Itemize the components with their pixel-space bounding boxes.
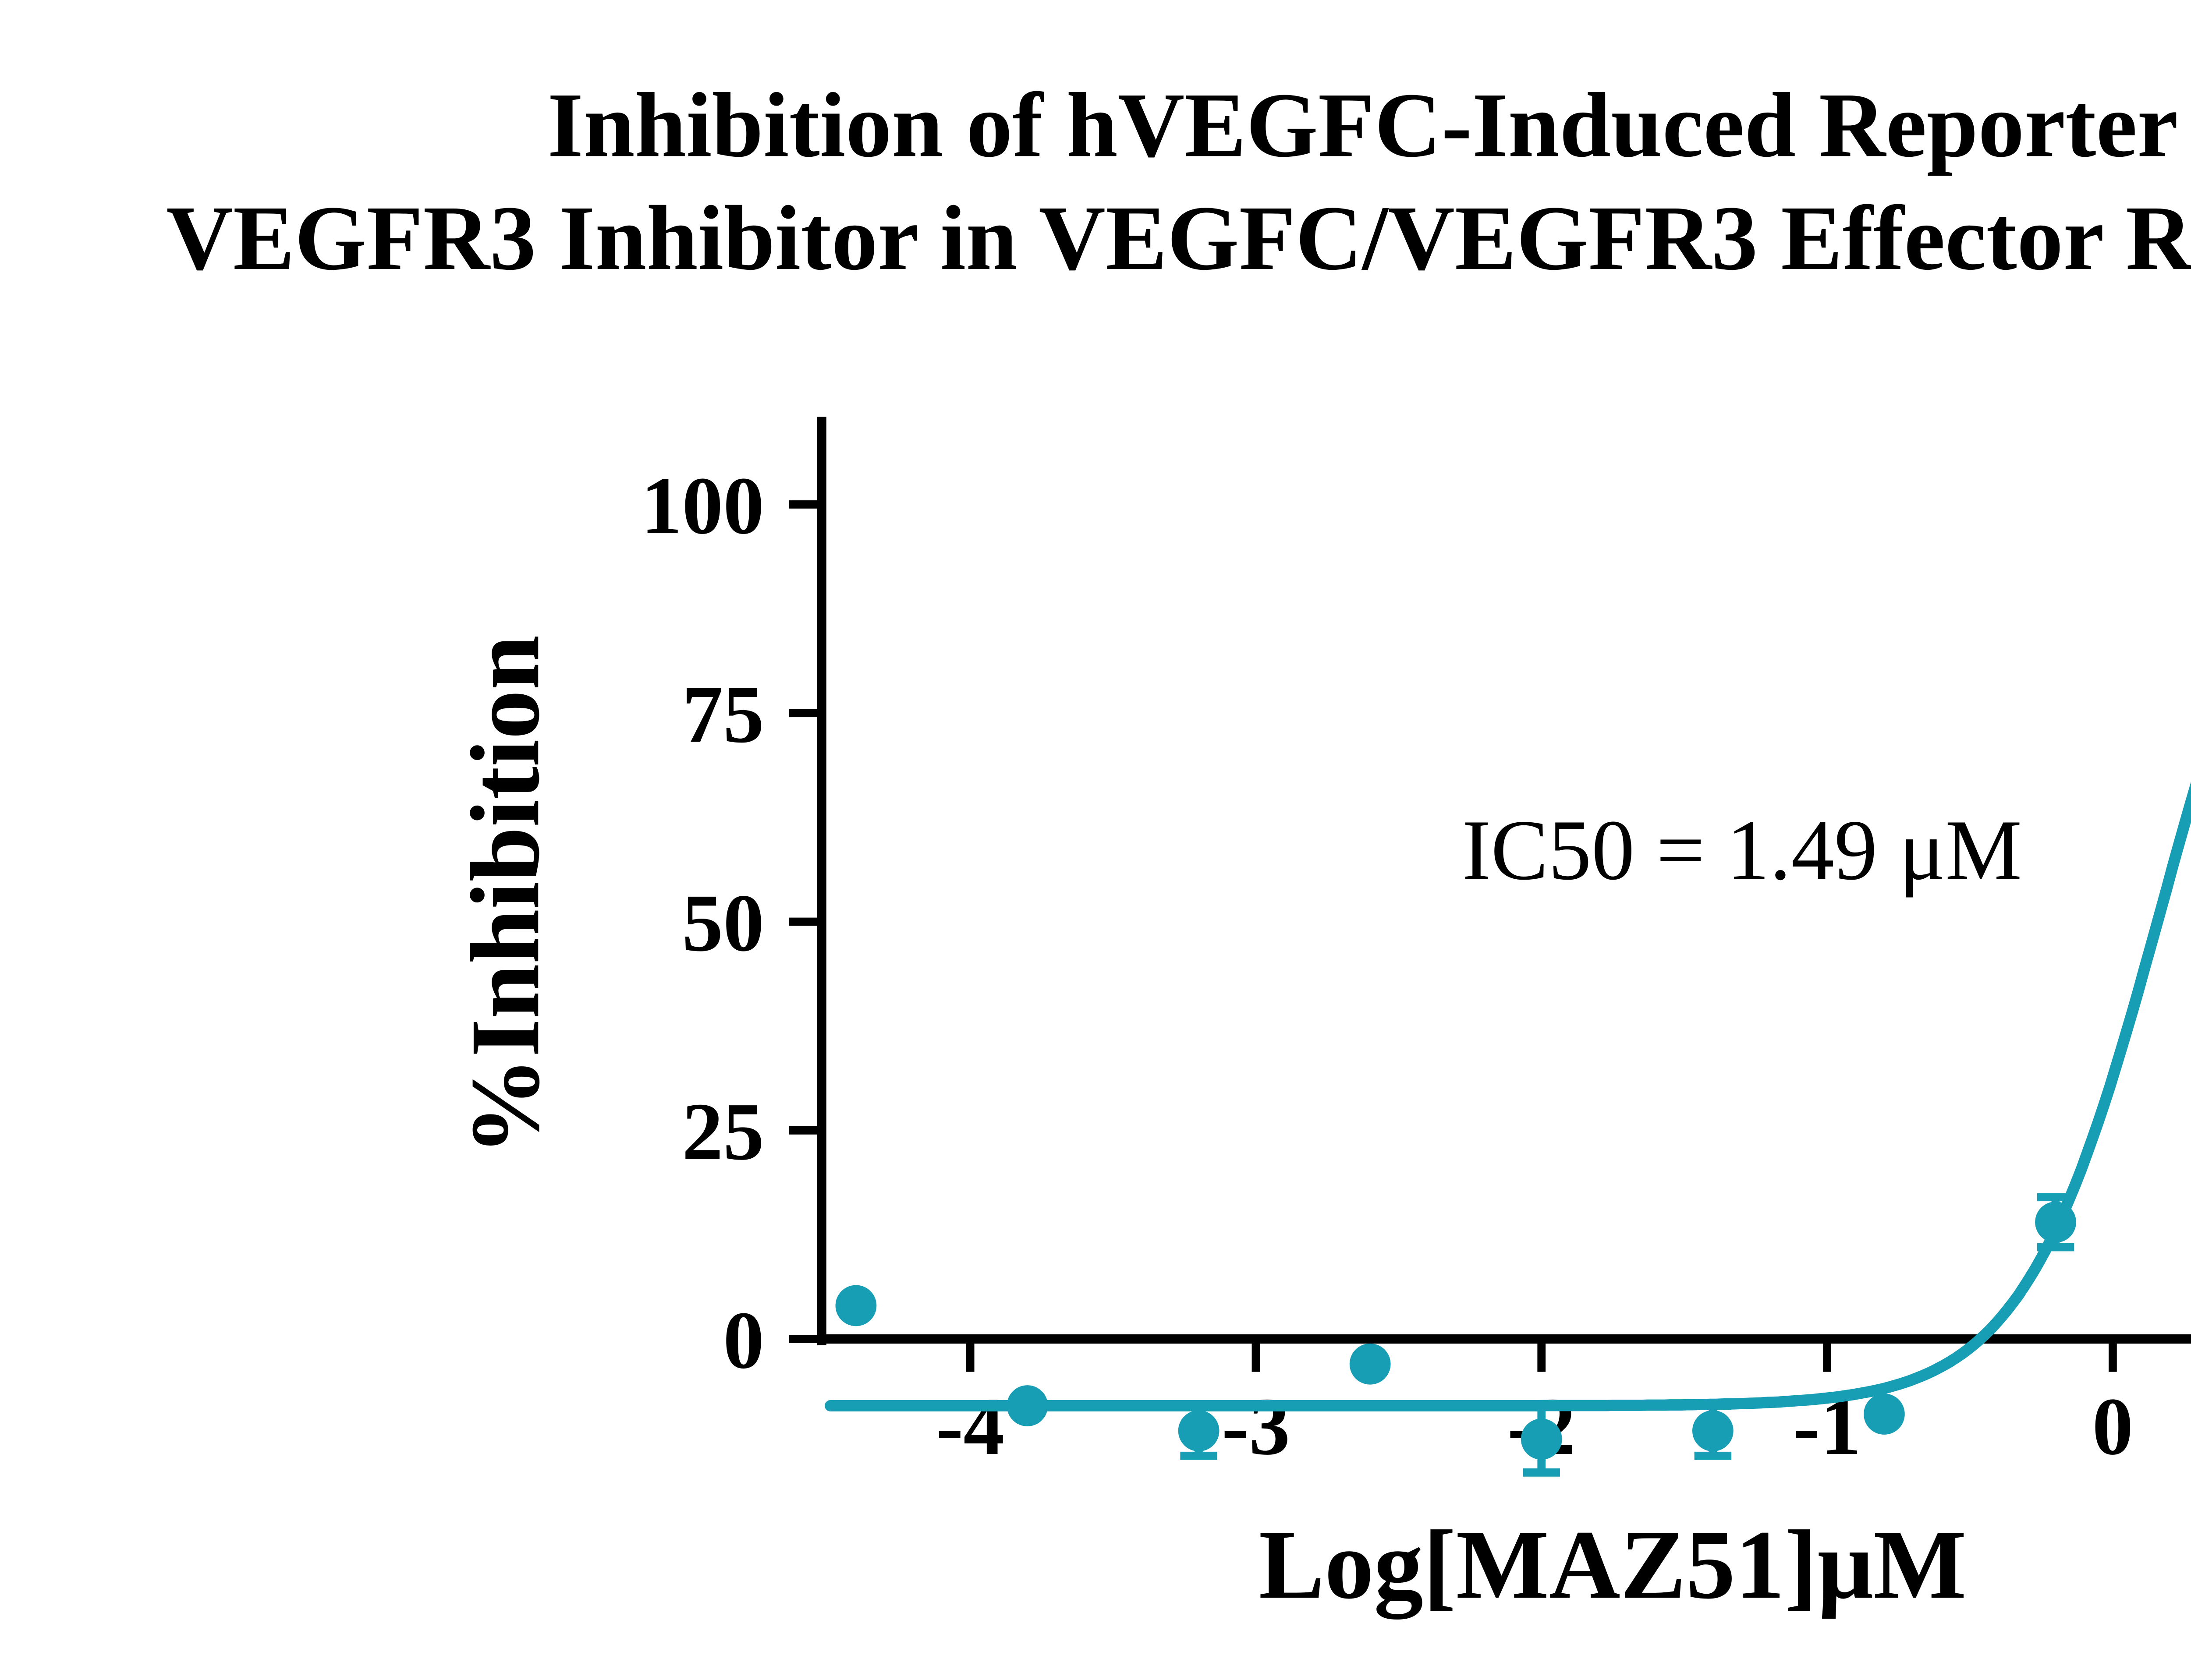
y-axis-title: %Inhibition <box>450 635 560 1156</box>
x-tick-label: 0 <box>2092 1381 2133 1472</box>
data-point <box>1692 1410 1734 1452</box>
y-tick-label: 75 <box>682 668 764 760</box>
chart-title-line-2: VEGFR3 Inhibitor in VEGFC/VEGFR3 Effecto… <box>166 187 2191 290</box>
y-tick-label: 50 <box>682 877 764 969</box>
data-point <box>1178 1410 1220 1452</box>
data-point <box>1521 1418 1562 1460</box>
x-tick-label: -3 <box>1222 1381 1290 1472</box>
y-tick-label: 100 <box>641 460 764 551</box>
y-tick-label: 0 <box>723 1294 764 1386</box>
data-point <box>1864 1394 1905 1435</box>
x-axis-title: Log[MAZ51]μM <box>1259 1510 1967 1620</box>
fit-curve <box>824 782 2191 1411</box>
chart-title-line-1: Inhibition of hVEGFC-Induced Reporter Ac… <box>547 74 2191 177</box>
y-tick-label: 25 <box>682 1086 764 1177</box>
data-point <box>835 1285 877 1326</box>
data-point <box>2035 1201 2076 1243</box>
chart-title: Inhibition of hVEGFC-Induced Reporter Ac… <box>0 70 2191 295</box>
data-point <box>1349 1343 1391 1385</box>
data-point <box>1007 1385 1048 1426</box>
x-tick-label: -4 <box>936 1381 1004 1472</box>
ic50-annotation: IC50 = 1.49 μM <box>1462 802 2022 898</box>
